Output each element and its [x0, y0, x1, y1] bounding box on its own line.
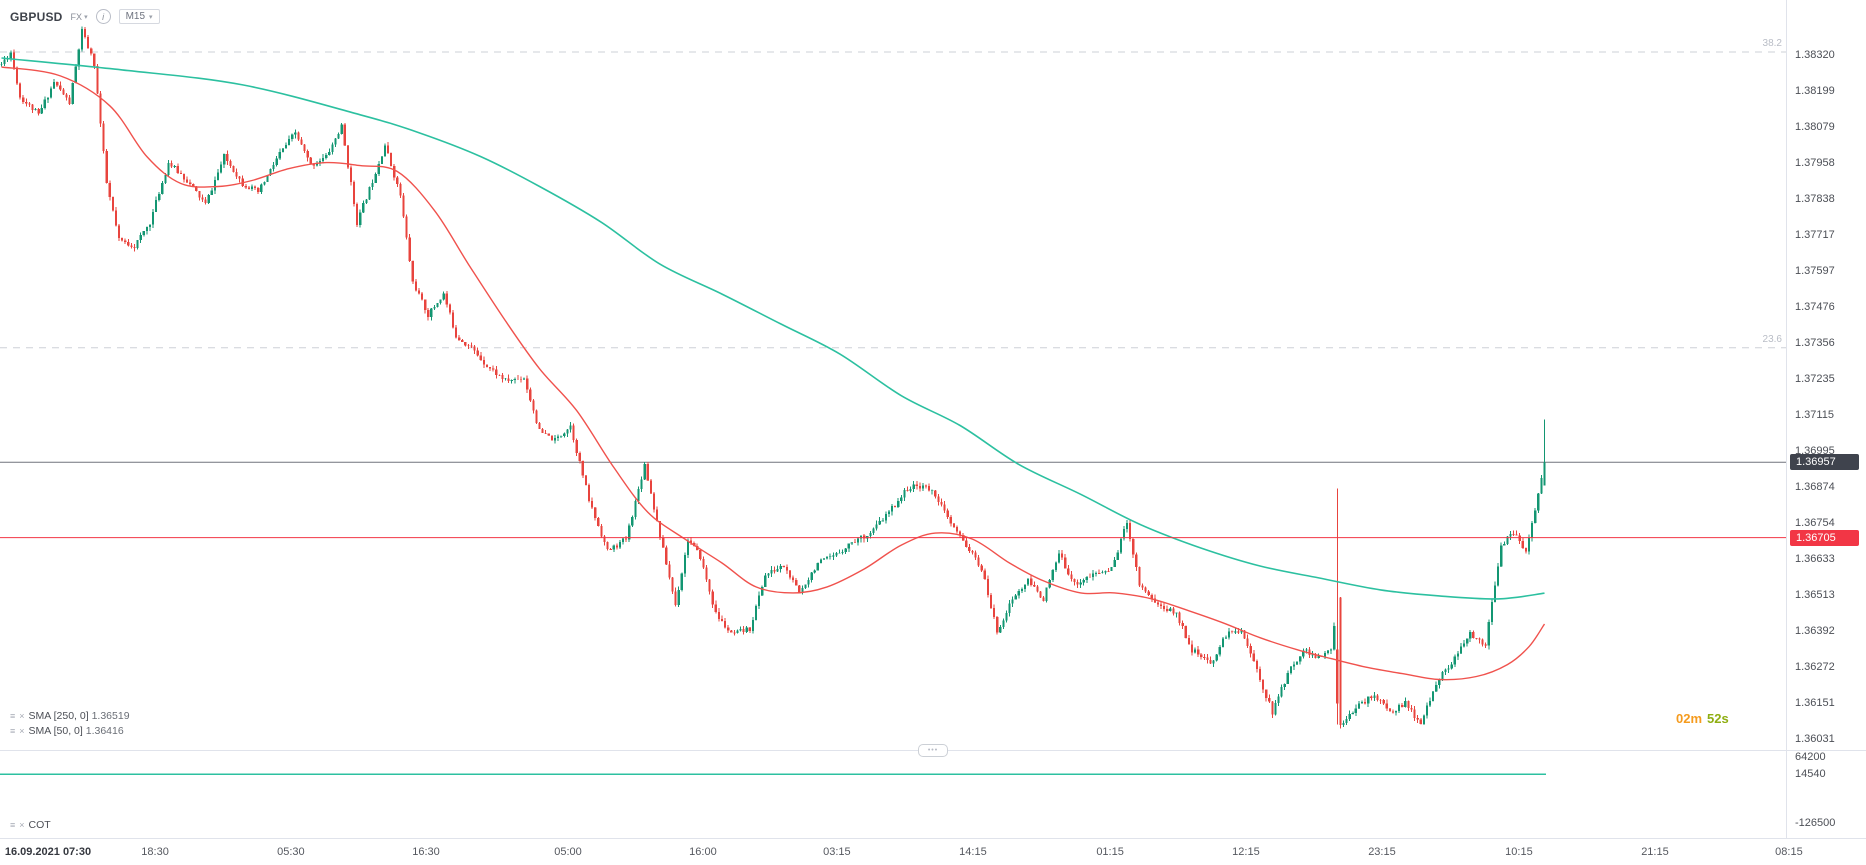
price-axis[interactable]: 1.38320 1.38199 1.38079 1.37958 1.37838 1.377… [1786, 0, 1866, 838]
price-axis-label: 1.36513 [1795, 588, 1835, 601]
cot-axis-label: 14540 [1795, 768, 1826, 781]
time-axis-label: 16:30 [412, 846, 440, 858]
price-axis-label: 1.36031 [1795, 732, 1835, 745]
chevron-down-icon: ▾ [84, 13, 88, 21]
indicator-settings-icon[interactable]: ≡ [10, 820, 16, 830]
alert-price-tag[interactable]: 1.36705 [1790, 529, 1859, 546]
price-axis-label: 1.37115 [1795, 409, 1834, 422]
time-axis-label: 05:00 [554, 846, 582, 858]
time-axis[interactable]: 16.09.2021 07:30 18:30 05:30 16:30 05:00 16:0… [0, 838, 1866, 865]
cot-axis-label: 64200 [1795, 751, 1826, 763]
time-axis-label: 05:30 [277, 846, 305, 858]
symbol-name: GBPUSD [10, 9, 63, 24]
fib-level-label: 38.2 [1762, 38, 1782, 49]
market-type-label: FX [70, 11, 83, 22]
cot-indicator-legend: ≡ × COT [10, 818, 51, 832]
time-axis-label: 18:30 [141, 846, 169, 858]
sma-250-line [1, 57, 1545, 600]
indicator-settings-icon[interactable]: ≡ [10, 710, 16, 721]
price-axis-label: 1.36392 [1795, 625, 1835, 638]
cot-axis-label: -126500 [1795, 817, 1836, 829]
time-axis-label: 12:15 [1232, 846, 1260, 858]
fib-levels [0, 51, 1786, 349]
price-axis-label: 1.37476 [1795, 301, 1835, 314]
time-axis-label: 01:15 [1096, 846, 1124, 858]
indicator-remove-icon[interactable]: × [19, 725, 25, 736]
price-axis-label: 1.36272 [1795, 660, 1835, 673]
price-axis-label: 1.37958 [1795, 157, 1835, 170]
time-axis-label: 23:15 [1368, 846, 1396, 858]
timeframe-label: M15 [125, 11, 146, 22]
price-axis-label: 1.37356 [1795, 337, 1835, 350]
price-axis-label: 1.38320 [1795, 49, 1835, 61]
indicator-label: SMA [250, 0] 1.36519 [28, 709, 130, 722]
indicator-legend: ≡ × SMA [250, 0] 1.36519 ≡ × SMA [50, 0] 1.36… [10, 708, 130, 738]
time-axis-label: 14:15 [959, 846, 987, 858]
countdown-minutes: 02m [1676, 711, 1703, 726]
candlestick-series [0, 26, 1546, 729]
time-axis-label: 03:15 [823, 846, 851, 858]
time-axis-label: 21:15 [1641, 846, 1669, 858]
current-price-tag: 1.36957 [1790, 454, 1859, 471]
cot-indicator-label: COT [28, 819, 51, 831]
indicator-remove-icon[interactable]: × [19, 820, 25, 830]
price-axis-label: 1.38079 [1795, 121, 1835, 133]
price-axis-label: 1.36151 [1795, 697, 1835, 710]
timeframe-dropdown[interactable]: M15 ▾ [118, 9, 160, 24]
indicator-label: SMA [50, 0] 1.36416 [28, 724, 124, 737]
price-axis-label: 1.36995 [1795, 444, 1835, 457]
indicator-legend-row: ≡ × SMA [50, 0] 1.36416 [10, 723, 130, 738]
sma-50-line [1, 66, 1546, 681]
countdown-seconds: 52s [1707, 711, 1729, 726]
market-type-dropdown[interactable]: FX ▾ [71, 12, 88, 22]
indicator-value: 1.36519 [91, 709, 130, 722]
indicator-value: 1.36416 [85, 724, 124, 737]
price-axis-label: 1.38199 [1795, 85, 1835, 98]
price-axis-label: 1.37597 [1795, 265, 1835, 278]
time-axis-label: 16:00 [689, 846, 717, 858]
candle-countdown: 02m 52s [1676, 711, 1729, 726]
price-axis-label: 1.36754 [1795, 516, 1835, 529]
time-axis-label: 08:15 [1775, 846, 1803, 858]
indicator-legend-row: ≡ × SMA [250, 0] 1.36519 [10, 708, 130, 723]
time-axis-label: 16.09.2021 07:30 [4, 846, 92, 858]
fib-level-label: 23.6 [1762, 333, 1782, 345]
price-axis-label: 1.36874 [1795, 481, 1835, 494]
pane-resize-handle[interactable]: ••• [918, 744, 948, 757]
indicator-remove-icon[interactable]: × [19, 710, 25, 721]
price-axis-label: 1.37235 [1795, 373, 1835, 386]
symbol-header: GBPUSD FX ▾ i M15 ▾ [10, 9, 160, 24]
info-icon[interactable]: i [95, 9, 111, 24]
time-axis-label: 10:15 [1505, 846, 1533, 858]
price-axis-label: 1.37838 [1795, 193, 1835, 206]
price-axis-label: 1.37717 [1795, 229, 1835, 242]
indicator-settings-icon[interactable]: ≡ [10, 725, 16, 736]
price-axis-label: 1.36633 [1795, 553, 1835, 566]
chevron-down-icon: ▾ [149, 13, 153, 21]
